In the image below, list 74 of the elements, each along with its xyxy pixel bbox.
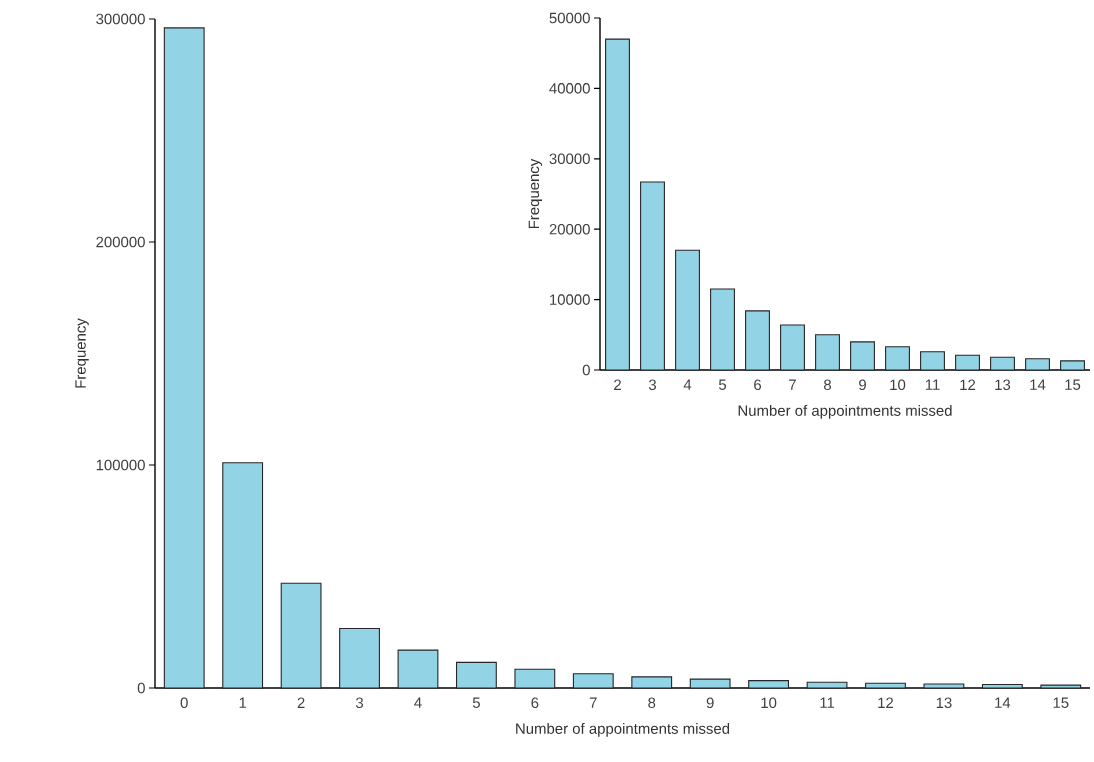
x-tick-label: 7 <box>589 697 597 708</box>
bar <box>640 181 665 371</box>
x-tick-label: 9 <box>859 379 866 391</box>
bar <box>815 334 840 371</box>
bar <box>163 27 205 689</box>
bar <box>710 288 735 371</box>
bar <box>222 462 264 689</box>
x-tick-label: 2 <box>297 697 305 708</box>
y-tick-label: 10000 <box>550 294 590 305</box>
bar <box>1025 358 1050 371</box>
bar <box>990 356 1015 371</box>
x-tick-label: 1 <box>239 697 247 708</box>
x-axis-title: Number of appointments missed <box>738 404 952 419</box>
bar <box>923 683 965 689</box>
x-tick-label: 2 <box>614 379 621 390</box>
bar <box>748 680 790 689</box>
x-tick-label: 9 <box>706 697 714 709</box>
y-tick-label: 100000 <box>96 459 145 471</box>
bar <box>631 676 673 689</box>
x-tick-label: 15 <box>1065 379 1081 390</box>
y-tick-label: 20000 <box>549 223 590 235</box>
x-tick-label: 13 <box>936 697 952 709</box>
bar <box>1060 360 1085 371</box>
y-tick-label: 200000 <box>96 236 145 248</box>
bar <box>397 649 439 689</box>
bar <box>850 341 875 371</box>
x-tick-label: 14 <box>1030 379 1046 390</box>
x-tick-label: 3 <box>648 379 657 391</box>
x-tick-label: 5 <box>472 697 480 708</box>
bar <box>865 682 906 689</box>
bar <box>745 310 770 371</box>
bar <box>981 683 1023 689</box>
bar <box>514 668 556 689</box>
x-tick-label: 14 <box>995 697 1011 708</box>
x-tick-label: 10 <box>890 379 906 391</box>
x-tick-label: 0 <box>180 697 188 709</box>
bar <box>780 324 805 371</box>
y-tick-label: 300000 <box>96 13 145 25</box>
x-tick-label: 10 <box>761 697 777 709</box>
x-tick-label: 15 <box>1053 697 1069 708</box>
x-tick-label: 13 <box>995 379 1011 391</box>
y-axis-title: Frequency <box>528 158 543 229</box>
bar <box>885 346 910 371</box>
bar <box>920 351 945 371</box>
x-tick-label: 7 <box>789 379 796 390</box>
bar <box>689 678 731 689</box>
x-axis-title: Number of appointments missed <box>516 722 730 737</box>
bar <box>1040 684 1082 689</box>
bar <box>605 38 630 371</box>
y-tick-label: 30000 <box>549 153 590 165</box>
x-tick-label: 6 <box>754 379 762 391</box>
x-tick-label: 3 <box>355 697 364 709</box>
y-tick-label: 0 <box>582 364 590 376</box>
bar <box>572 673 614 689</box>
bar <box>455 661 497 689</box>
bar <box>806 681 848 689</box>
x-tick-label: 8 <box>648 697 656 709</box>
bar <box>339 627 380 689</box>
x-tick-label: 4 <box>414 697 422 708</box>
y-axis-title: Frequency <box>75 318 89 388</box>
bar <box>675 249 700 371</box>
x-tick-label: 5 <box>718 379 727 390</box>
x-tick-label: 11 <box>925 379 940 390</box>
x-tick-label: 6 <box>531 697 539 709</box>
x-tick-label: 11 <box>820 697 835 708</box>
y-tick-label: 0 <box>137 682 145 694</box>
x-tick-label: 4 <box>683 379 692 390</box>
y-tick-label: 40000 <box>549 83 590 94</box>
x-tick-label: 12 <box>878 697 894 708</box>
x-tick-label: 12 <box>960 379 976 390</box>
bar <box>280 582 322 689</box>
y-tick-label: 50000 <box>549 12 590 24</box>
x-tick-label: 8 <box>824 379 832 391</box>
bar <box>955 354 980 371</box>
